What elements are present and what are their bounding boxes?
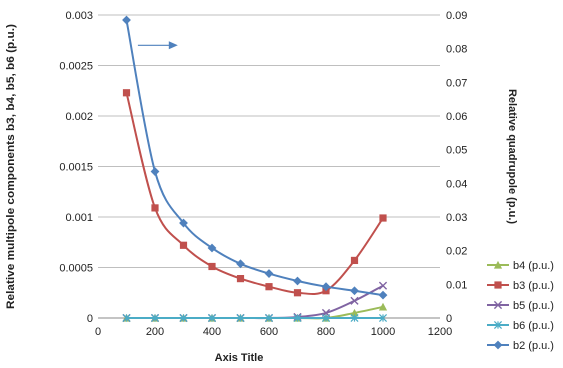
data-point — [321, 282, 331, 292]
legend-item: b5 (p.u.) — [487, 300, 554, 312]
right-tick-label: 0.08 — [446, 44, 467, 56]
data-point — [265, 283, 273, 291]
right-tick-label: 0.01 — [446, 279, 467, 291]
series-group — [122, 15, 388, 323]
data-point — [179, 218, 188, 228]
data-point — [350, 286, 359, 296]
data-point — [293, 313, 302, 323]
data-point — [350, 256, 359, 265]
data-point — [150, 313, 160, 323]
legend-label: b3 (p.u.) — [513, 280, 554, 292]
right-axis-ticks: 0 0.01 0.02 0.03 0.04 0.05 0.06 0.07 0.08 0.09 — [446, 10, 467, 325]
x-tick-label: 200 — [146, 326, 164, 338]
legend-swatch-marker — [493, 300, 503, 310]
legend-item: b4 (p.u.) — [487, 260, 554, 272]
right-tick-label: 0.04 — [446, 178, 467, 190]
legend-item: b3 (p.u.) — [487, 280, 554, 292]
data-point — [122, 15, 131, 25]
right-tick-label: 0.06 — [446, 111, 467, 123]
x-tick-label: 1000 — [371, 326, 395, 338]
data-point — [264, 313, 274, 323]
legend-swatch-marker — [494, 281, 502, 289]
data-point — [236, 275, 245, 283]
data-point — [150, 167, 160, 176]
gridlines — [98, 14, 440, 268]
annotation-arrow — [137, 41, 178, 50]
right-tick-label: 0 — [446, 313, 452, 325]
x-tick-label: 800 — [317, 326, 335, 338]
data-point — [236, 313, 245, 323]
legend-swatch-marker — [493, 260, 503, 269]
legend-item: b2 (p.u.) — [487, 340, 554, 352]
right-axis-title: Relative quadrupole (p.u.) — [506, 89, 518, 224]
data-point — [293, 289, 302, 297]
data-point — [378, 313, 388, 323]
legend-label: b2 (p.u.) — [513, 340, 554, 352]
data-point — [379, 214, 387, 222]
data-point — [207, 313, 217, 323]
series-line — [125, 92, 384, 296]
data-point — [350, 296, 359, 305]
x-tick-label: 1200 — [428, 326, 452, 338]
right-tick-label: 0.02 — [446, 246, 467, 258]
series-3 — [122, 313, 388, 323]
left-tick-label: 0.002 — [65, 111, 93, 123]
left-tick-label: 0 — [87, 313, 93, 325]
left-tick-label: 0.0025 — [59, 61, 93, 73]
legend: b4 (p.u.) b3 (p.u.) b5 (p.u.) b6 (p.u.) b2 (… — [487, 260, 554, 352]
data-point — [321, 313, 331, 323]
x-tick-label: 400 — [203, 326, 221, 338]
arrow-head — [168, 41, 178, 50]
data-point — [378, 290, 388, 300]
x-tick-label: 600 — [260, 326, 278, 338]
x-axis-ticks: 0 200 400 600 800 1000 1200 — [95, 326, 452, 338]
left-tick-label: 0.0015 — [59, 162, 93, 174]
series-line — [126, 305, 384, 320]
legend-swatch-marker — [493, 340, 503, 350]
right-tick-label: 0.09 — [446, 10, 467, 22]
x-tick-label: 0 — [95, 326, 101, 338]
data-point — [378, 281, 388, 290]
data-point — [236, 259, 245, 269]
data-point — [179, 241, 188, 249]
legend-item: b6 (p.u.) — [487, 320, 554, 332]
data-point — [264, 269, 274, 278]
data-point — [179, 313, 188, 323]
data-point — [378, 302, 388, 311]
data-point — [350, 313, 359, 323]
series-line — [125, 19, 384, 297]
left-tick-label: 0.003 — [65, 10, 93, 22]
left-tick-label: 0.001 — [65, 212, 93, 224]
legend-swatch-marker — [493, 320, 503, 330]
data-point — [151, 204, 159, 212]
series-line — [126, 284, 384, 320]
legend-label: b6 (p.u.) — [513, 320, 554, 332]
x-axis-title: Axis Title — [215, 352, 264, 364]
left-axis-ticks: 0 0.0005 0.001 0.0015 0.002 0.0025 0.003 — [59, 10, 93, 325]
left-axis-title: Relative multipole components b3, b4, b5… — [5, 24, 17, 309]
data-point — [350, 308, 359, 317]
right-tick-label: 0.05 — [446, 145, 467, 157]
series-2 — [122, 281, 388, 323]
data-point — [207, 243, 217, 253]
data-point — [122, 313, 131, 323]
legend-label: b5 (p.u.) — [513, 300, 554, 312]
legend-label: b4 (p.u.) — [513, 260, 554, 272]
data-point — [122, 89, 131, 97]
data-point — [293, 276, 302, 286]
right-tick-label: 0.03 — [446, 212, 467, 224]
right-tick-label: 0.07 — [446, 77, 467, 89]
left-tick-label: 0.0005 — [59, 263, 93, 275]
data-point — [208, 262, 216, 271]
series-4 — [122, 15, 388, 300]
